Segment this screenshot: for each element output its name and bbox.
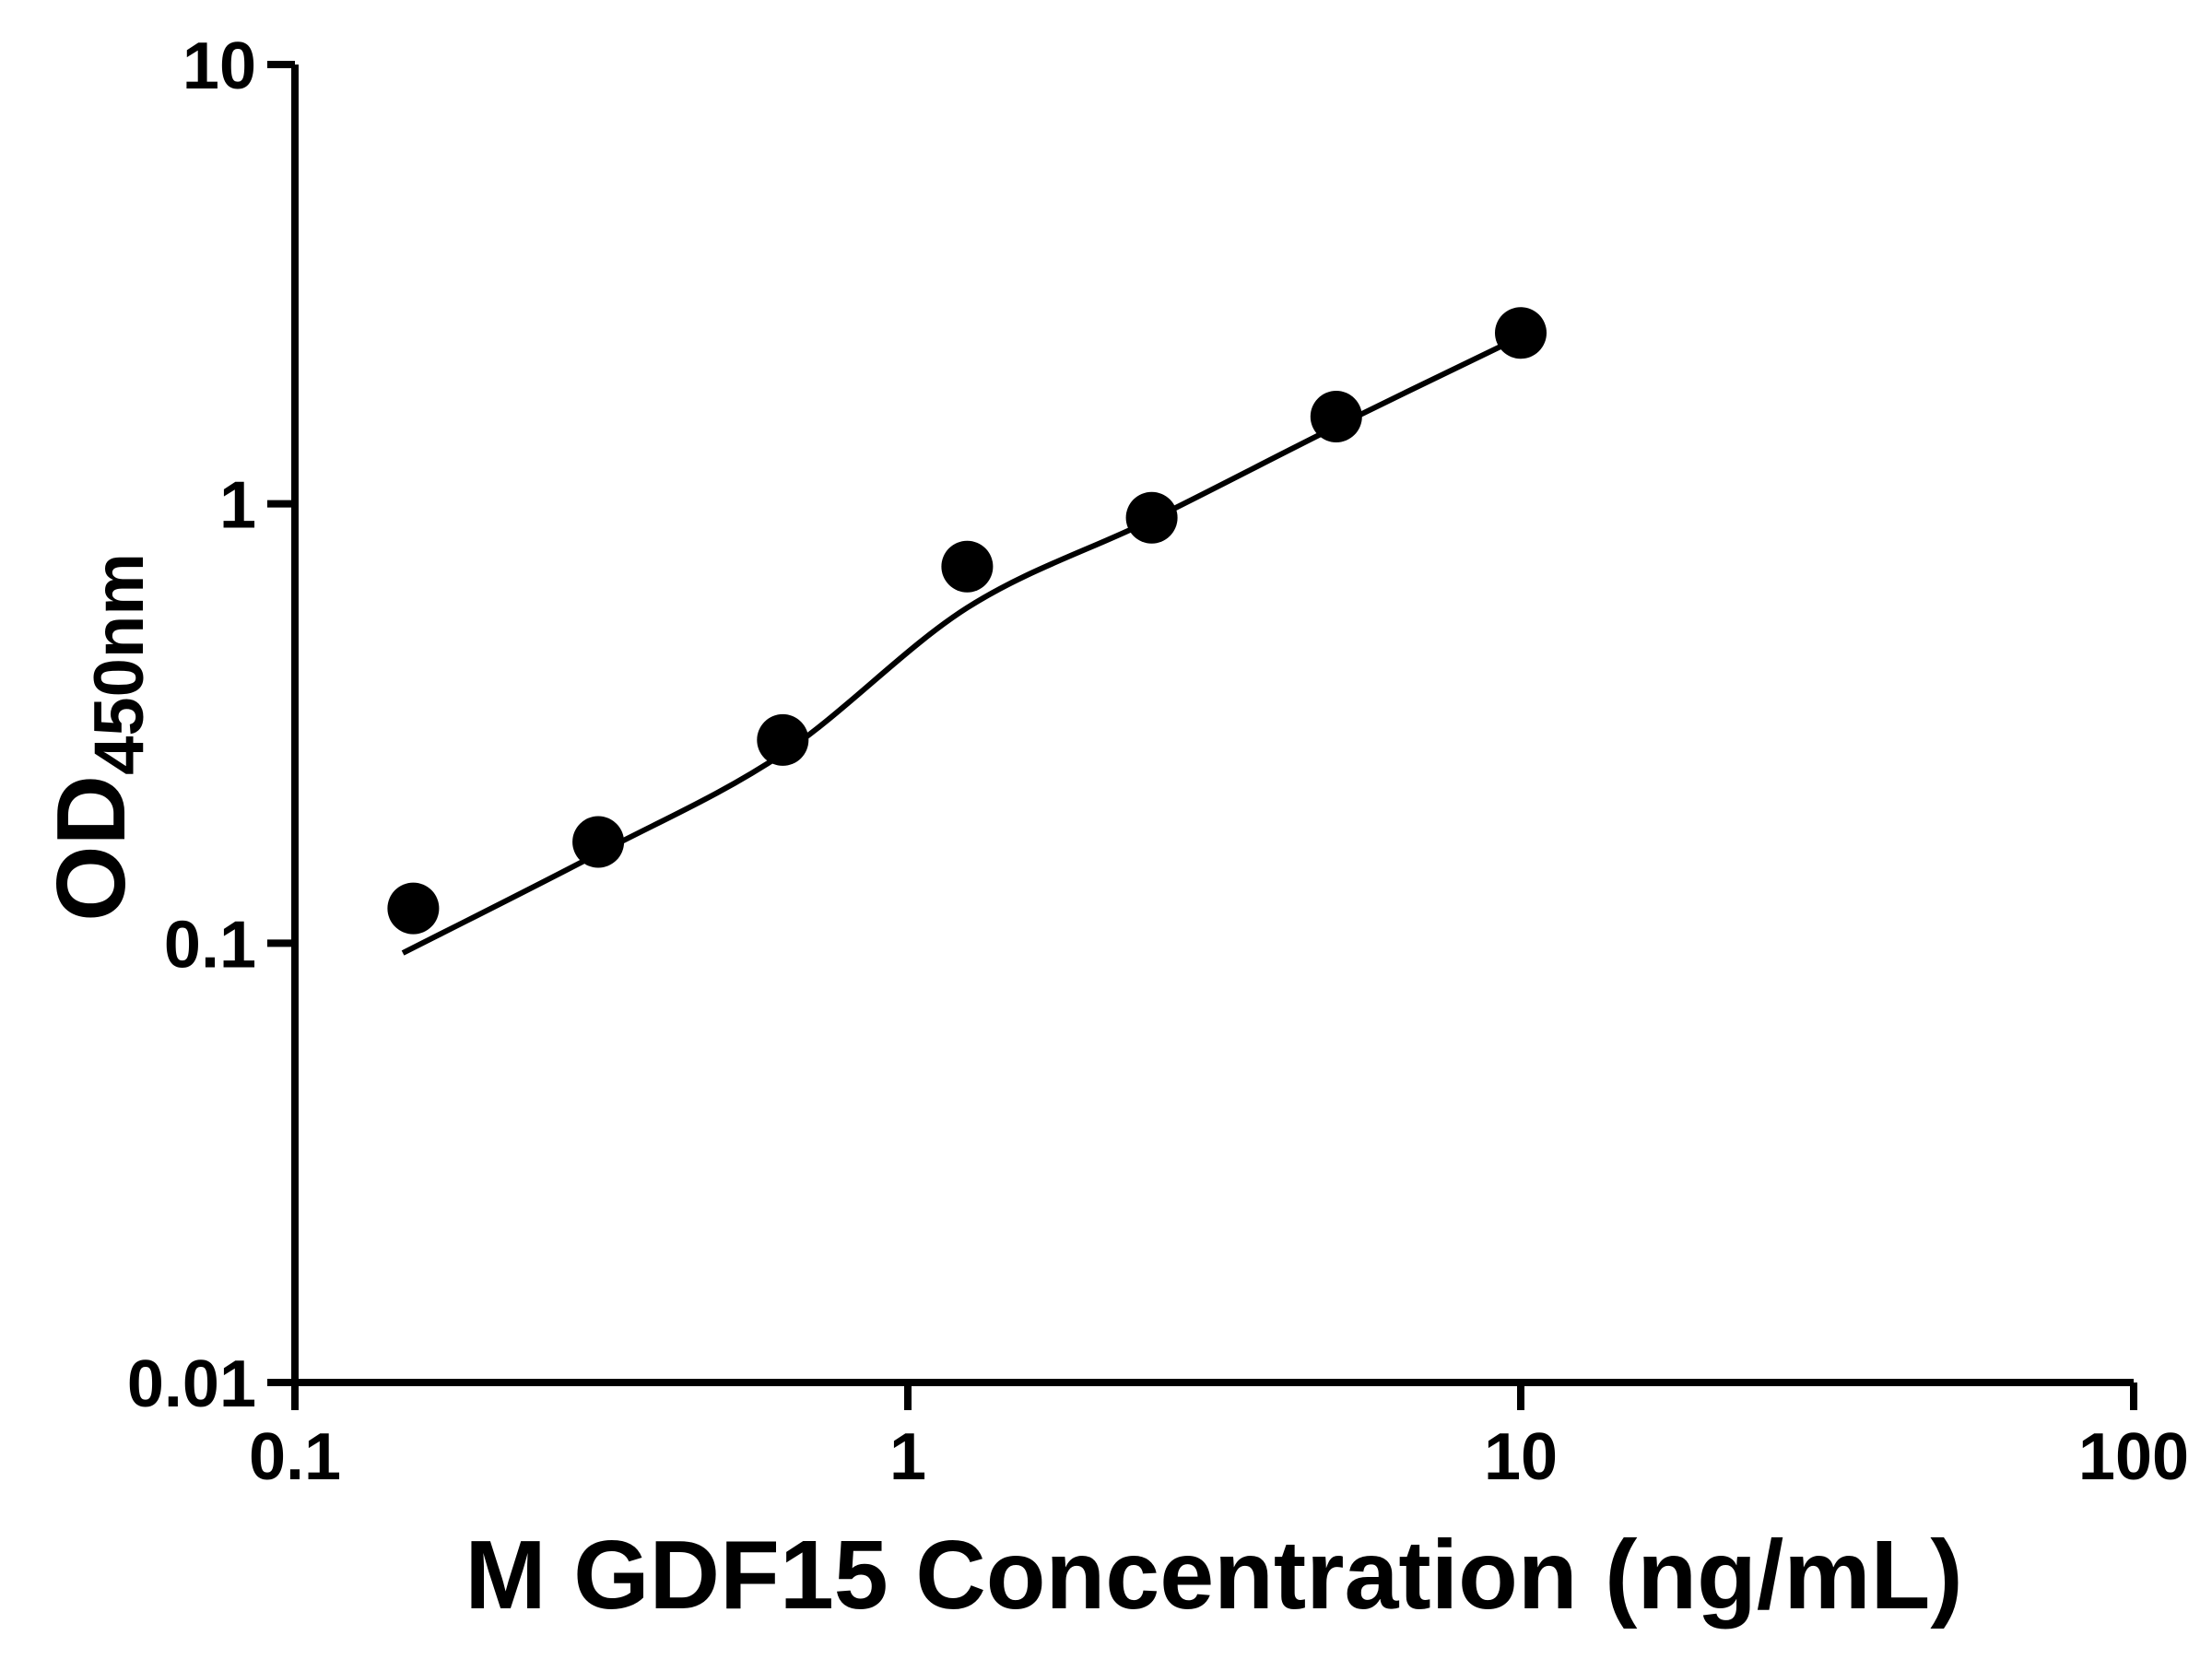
y-axis-tick-label: 1 (219, 469, 256, 543)
data-point (1310, 391, 1362, 442)
x-axis-tick-label: 0.1 (249, 1420, 341, 1494)
y-axis-title-main: OD (37, 775, 146, 922)
x-axis-tick-label: 100 (2078, 1420, 2189, 1494)
x-axis-tick-label: 10 (1484, 1420, 1558, 1494)
data-point (757, 713, 809, 766)
data-point (1495, 307, 1547, 359)
y-axis-title: OD450nm (37, 553, 159, 922)
axes-spines (291, 65, 2134, 1386)
data-point (387, 882, 440, 935)
x-axis-title: M GDF15 Concentration (ng/mL) (465, 1521, 1962, 1630)
y-axis-tick-label: 0.1 (164, 908, 256, 982)
y-axis-title-subscript: 450nm (80, 553, 159, 775)
data-point (941, 540, 994, 593)
data-point (1125, 491, 1178, 544)
data-point (572, 816, 625, 868)
y-axis-tick-label: 0.01 (127, 1347, 256, 1421)
y-axis-tick-label: 10 (182, 29, 256, 103)
x-axis-tick-label: 1 (889, 1420, 926, 1494)
